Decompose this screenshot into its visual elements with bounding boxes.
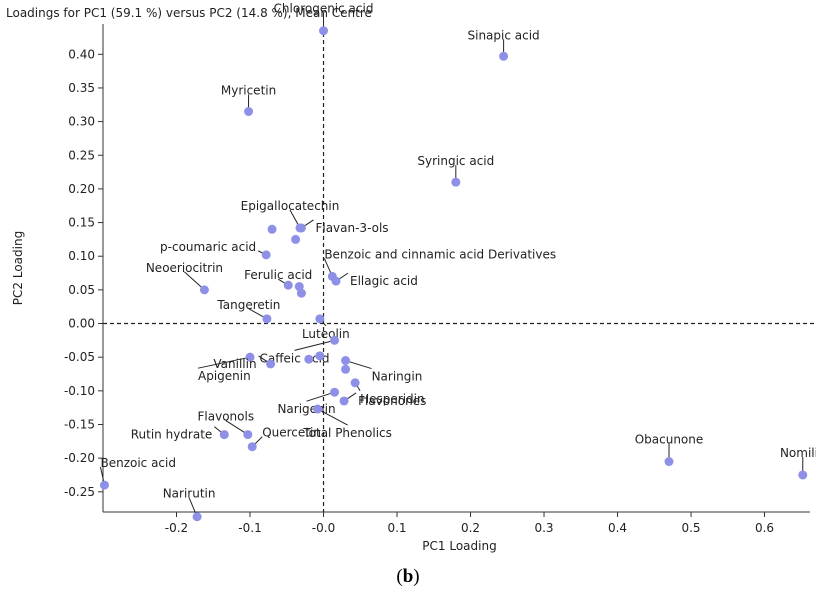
y-tick-label: -0.15 [64,417,95,431]
data-point [350,378,360,388]
point-label: Naringin [372,370,423,384]
point-label: Quercetin [262,426,321,440]
y-tick-label: 0.05 [68,283,95,297]
point-label: Flavonones [358,394,426,408]
leader-line [345,360,372,370]
data-point [664,457,674,467]
y-tick-label: 0.15 [68,216,95,230]
data-point [192,512,202,522]
data-point [266,359,276,369]
data-point [319,26,329,36]
data-point [341,356,351,366]
point-label: Hesperidin [360,392,424,406]
point-label: Benzoic acid [100,456,176,470]
data-point [798,470,808,480]
x-tick-label: 0.6 [755,521,774,535]
y-tick-label: 0.00 [68,317,95,331]
leader-line [197,356,251,369]
data-point [331,276,341,286]
point-label: Neoeriocitrin [146,261,223,275]
x-tick-label: -0.0 [312,521,335,535]
data-point [339,396,349,406]
point-label: Flavan-3-ols [315,221,388,235]
x-tick-label: 0.3 [534,521,553,535]
point-label: Tangeretin [216,298,280,312]
data-point [291,234,301,244]
data-point [315,351,325,361]
data-point [243,430,253,440]
figure-caption: (b) [396,566,420,587]
point-label: Total Phenolics [302,426,392,440]
leader-line [294,339,335,351]
point-label: Syringic acid [417,154,494,168]
point-label: Obacunone [635,433,704,447]
data-point [330,387,340,397]
data-point [262,314,272,324]
point-label: Sinapic acid [468,28,540,42]
data-point [330,335,340,345]
data-point [199,285,209,295]
y-tick-label: 0.10 [68,249,95,263]
leader-line [317,408,348,426]
y-tick-label: -0.10 [64,384,95,398]
data-point [313,404,323,414]
point-label: Ellagic acid [350,274,418,288]
y-tick-label: 0.35 [68,81,95,95]
point-label: Narirutin [163,487,216,501]
data-point [315,314,325,324]
y-tick-label: 0.40 [68,47,95,61]
data-point [499,51,509,61]
x-tick-label: 0.1 [387,521,406,535]
data-point [245,352,255,362]
point-label: Luteolin [302,327,350,341]
data-point [451,177,461,187]
data-point [99,480,109,490]
data-point [267,224,277,234]
point-label: Epigallocatechin [241,199,340,213]
y-tick-label: -0.05 [64,350,95,364]
point-label: Ferulic acid [244,268,312,282]
point-label: Rutin hydrate [131,428,213,442]
y-axis-title: PC2 Loading [11,231,25,305]
data-point [244,107,254,117]
point-label: Flavonols [198,410,255,424]
data-point [261,250,271,260]
data-point [247,442,257,452]
x-tick-label: -0.1 [238,521,261,535]
y-tick-label: 0.30 [68,115,95,129]
y-tick-label: -0.20 [64,451,95,465]
chart-title: Loadings for PC1 (59.1 %) versus PC2 (14… [6,6,372,20]
data-point [341,364,351,374]
x-tick-label: -0.2 [165,521,188,535]
point-label: Chlorogenic acid [274,2,374,16]
point-label: Apigenin [198,369,251,383]
point-label: Vanillin [213,357,256,371]
x-tick-label: 0.5 [681,521,700,535]
data-point [296,288,306,298]
point-label: Myricetin [221,84,276,98]
point-label: Benzoic and cinnamic acid Derivatives [324,247,556,261]
y-tick-label: 0.25 [68,148,95,162]
point-label: p-coumaric acid [160,240,256,254]
y-tick-label: 0.20 [68,182,95,196]
point-label: Narigenin [277,402,335,416]
point-label: Nomilin [780,446,816,460]
y-tick-label: -0.25 [64,485,95,499]
x-axis-title: PC1 Loading [422,539,496,553]
data-point [296,223,306,233]
leader-line [306,391,335,402]
x-tick-label: 0.2 [461,521,480,535]
x-tick-label: 0.4 [608,521,627,535]
data-point [283,280,293,290]
loadings-scatter-plot: 0.40 0.35 0.30 0.25 0.20 0.15 0.10 0.05 0.00 -0.0… [11,2,816,553]
data-point [304,354,314,364]
data-point [219,430,229,440]
